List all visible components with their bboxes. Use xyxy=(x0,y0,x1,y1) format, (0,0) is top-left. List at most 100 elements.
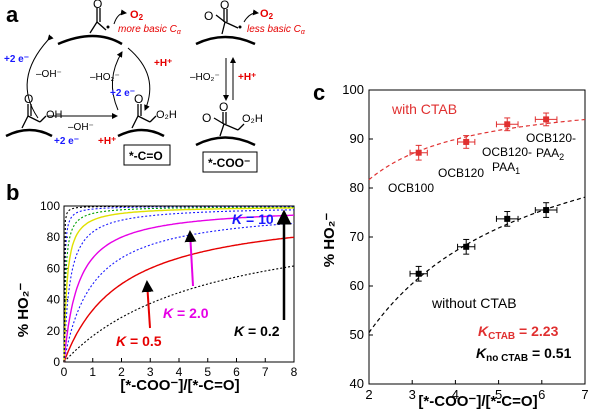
cycle-arrow-left xyxy=(26,34,54,119)
panel-a-label: a xyxy=(6,2,19,27)
o2-label-2: O2 xyxy=(260,8,274,21)
cycle-arrow-right-down xyxy=(127,47,151,111)
carboxylate-c-o: O xyxy=(219,100,228,114)
label-2e-top-left: +2 e⁻ xyxy=(4,54,29,65)
curve-k-50 xyxy=(63,205,294,363)
x-tick-label: 0 xyxy=(61,365,68,379)
data-point xyxy=(463,243,470,250)
panel-b-frame xyxy=(63,205,295,363)
sample-ocb120-paa2-line1: OCB120- xyxy=(526,131,576,145)
x-tick-label: 2 xyxy=(365,387,372,402)
hydroxyl-group: OH xyxy=(46,109,63,121)
box-carboxylate-label: *-COO⁻ xyxy=(208,156,250,170)
x-tick-label: 6 xyxy=(233,365,240,379)
x-tick-label: 4 xyxy=(452,387,459,402)
y-tick-label: 50 xyxy=(350,327,364,342)
structure-carboxylate-radical: O O xyxy=(195,0,259,46)
structure-hydroxyl: O OH xyxy=(5,92,63,138)
y-tick-label: 0 xyxy=(53,355,60,369)
label-h-top: +H⁺ xyxy=(154,58,172,69)
y-tick-label: 90 xyxy=(350,131,364,146)
carboxyl-o: O xyxy=(220,0,229,12)
hydroperoxide-carbonyl-o: O xyxy=(134,92,143,106)
data-point xyxy=(543,116,550,123)
panel-c-xlabel: [*-COO⁻]/[*-C=O] xyxy=(418,393,537,410)
data-point xyxy=(504,121,511,128)
x-tick-label: 4 xyxy=(176,365,183,379)
x-tick-label: 3 xyxy=(409,387,416,402)
carboxylate-anion-o: O xyxy=(202,111,211,125)
curve-k-1 xyxy=(63,222,295,363)
x-tick-label: 5 xyxy=(204,365,211,379)
panel-a: a O O2 more basic Cα O O O2 l xyxy=(4,0,306,173)
panel-b-ylabel: % HO₂⁻ xyxy=(15,283,32,338)
x-tick-label: 5 xyxy=(495,387,502,402)
panel-c-frame xyxy=(368,89,586,385)
annotation-k2: K = 2.0 xyxy=(163,305,209,321)
annotation-k05: K = 0.5 xyxy=(116,333,162,349)
hydroxyl-carbonyl-o: O xyxy=(24,92,33,106)
label-with-ctab: with CTAB xyxy=(391,101,457,117)
hydroperoxide-group-left: O₂H xyxy=(156,109,177,121)
annotation-k02: K = 0.2 xyxy=(234,323,280,339)
cycle-arrow-right-up xyxy=(111,51,123,111)
more-basic-label: more basic Cα xyxy=(118,24,182,36)
y-tick-label: 60 xyxy=(350,278,364,293)
curve-k-5 xyxy=(63,209,294,363)
sample-ocb100: OCB100 xyxy=(388,181,434,195)
label-ho2-mid: –HO₂⁻ xyxy=(190,72,220,83)
sample-ocb120-paa1-line2: PAA1 xyxy=(492,160,520,176)
label-without-ctab: without CTAB xyxy=(431,295,517,311)
panel-b-label: b xyxy=(6,180,19,205)
data-point xyxy=(543,207,550,214)
label-h-bottom: +H⁺ xyxy=(98,136,116,147)
sample-ocb120: OCB120 xyxy=(438,166,484,180)
box-carbonyl xyxy=(123,144,171,166)
x-tick-label: 8 xyxy=(291,365,298,379)
box-carbonyl-label: *-C=O xyxy=(129,149,163,163)
y-tick-label: 80 xyxy=(350,180,364,195)
structure-carbonyl-radical: O xyxy=(57,0,127,46)
sample-ocb120-paa1-line1: OCB120- xyxy=(482,145,532,159)
annotation-k10: K = 10 xyxy=(232,211,274,227)
o2-label-1: O2 xyxy=(130,9,144,22)
k-no-ctab-value: Kno CTAB = 0.51 xyxy=(476,345,572,364)
x-tick-label: 7 xyxy=(262,365,269,379)
sample-ocb120-paa2-line2: PAA2 xyxy=(536,146,564,162)
panel-c-label: c xyxy=(313,80,325,105)
arrow-k2 xyxy=(184,230,197,287)
label-h-mid: +H⁺ xyxy=(238,72,256,83)
y-tick-label: 20 xyxy=(47,324,61,338)
y-tick-label: 100 xyxy=(342,82,364,97)
label-2e-mid: +2 e⁻ xyxy=(110,88,135,99)
structure-carboxylate-hydroperoxide: O O O₂H xyxy=(195,100,263,147)
data-point xyxy=(504,215,511,222)
arrow-k05 xyxy=(141,280,154,329)
panel-b-xlabel: [*-COO⁻]/[*-C=O] xyxy=(120,377,239,394)
label-oh-top: –OH⁻ xyxy=(36,69,62,80)
y-tick-label: 100 xyxy=(40,199,60,213)
x-tick-label: 1 xyxy=(89,365,96,379)
curve-k-10 xyxy=(63,207,294,363)
x-tick-label: 7 xyxy=(581,387,588,402)
label-2e-bottom: +2 e⁻ xyxy=(54,136,79,147)
panel-b-plot: 0 20 40 60 80 100 0 1 2 3 4 5 6 7 8 xyxy=(40,199,298,379)
data-point xyxy=(415,149,422,156)
x-tick-label: 2 xyxy=(118,365,125,379)
y-tick-label: 70 xyxy=(350,229,364,244)
panel-c: c % HO₂⁻ [*-COO⁻]/[*-C=O] 40 50 60 70 80 90 10… xyxy=(313,80,589,410)
carbonyl-o: O xyxy=(93,0,102,11)
y-tick-label: 40 xyxy=(350,376,364,391)
panel-b: b % HO₂⁻ [*-COO⁻]/[*-C=O] 0 20 40 60 80 100 0 1… xyxy=(6,180,298,394)
x-tick-label: 6 xyxy=(538,387,545,402)
structure-hydroperoxide: O O₂H xyxy=(117,92,177,138)
box-carboxylate xyxy=(202,151,258,173)
hydroperoxide-group-right: O₂H xyxy=(242,113,263,125)
y-tick-label: 80 xyxy=(47,230,61,244)
k-ctab-value: KCTAB = 2.23 xyxy=(478,323,559,342)
curve-k-2 xyxy=(63,214,294,363)
data-point xyxy=(463,138,470,145)
carboxylate-o: O xyxy=(204,9,213,23)
less-basic-label: less basic Cα xyxy=(247,24,306,36)
